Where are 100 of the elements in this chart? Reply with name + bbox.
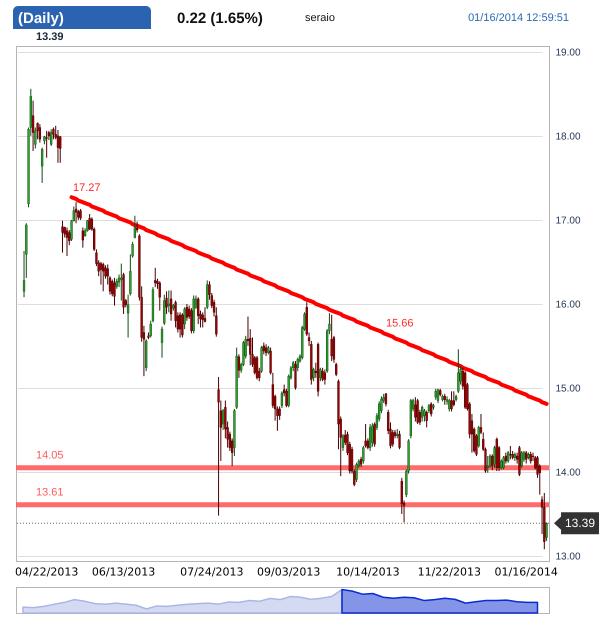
candlestick [430, 402, 432, 417]
candlestick [450, 390, 453, 412]
candlestick [324, 368, 326, 386]
y-tick-label: 17.00 [556, 215, 581, 226]
ref-line-label: 13.39 [564, 516, 596, 530]
candlestick [238, 354, 240, 378]
candlestick [79, 208, 82, 220]
candlestick [444, 393, 446, 406]
x-tick-label: 01/16/2014 [494, 566, 558, 578]
candlestick [50, 128, 52, 146]
y-tick-label: 16.00 [556, 299, 581, 310]
candlestick [86, 219, 89, 232]
candlestick [525, 450, 528, 464]
candlestick [502, 455, 505, 470]
y-tick-label: 18.00 [556, 131, 581, 142]
candlestick [36, 122, 39, 140]
candlestick [371, 422, 374, 448]
candlestick [335, 362, 338, 377]
annotation: 17.27 [73, 182, 101, 194]
candlestick [154, 267, 156, 288]
candlestick [102, 262, 104, 292]
ref-line-label: 13.61 [36, 486, 64, 499]
candlestick [384, 392, 388, 407]
x-tick-label: 06/13/2013 [92, 566, 156, 578]
candlestick [66, 226, 68, 257]
candlestick [423, 408, 426, 422]
candlestick [40, 147, 44, 184]
candlestick [312, 367, 315, 382]
candlestick [491, 454, 494, 471]
candlestick [186, 303, 188, 322]
text: 13.39 [36, 31, 64, 43]
y-tick-label: 13.00 [556, 551, 581, 562]
candlestick [296, 357, 299, 372]
candlestick [206, 280, 208, 310]
candlestick [202, 312, 204, 328]
candlestick [136, 221, 138, 234]
candlestick [504, 452, 508, 464]
y-tick-label: 19.00 [556, 47, 581, 58]
candlestick [319, 367, 322, 382]
candlestick [530, 451, 532, 464]
candlestick [217, 376, 220, 516]
candlestick [520, 450, 523, 468]
x-tick-label: 07/24/2013 [180, 566, 244, 578]
line-series [70, 195, 549, 406]
candlestick [168, 290, 170, 313]
candlestick [426, 410, 428, 428]
candlestick [165, 290, 168, 314]
candlestick [428, 403, 430, 414]
candlestick [56, 130, 60, 164]
candlestick [509, 445, 512, 460]
candlestick [416, 398, 419, 425]
candlestick [457, 348, 460, 394]
candlestick [120, 263, 122, 302]
candlestick [190, 308, 193, 334]
candlestick [38, 124, 42, 144]
candlestick [294, 360, 297, 390]
candlestick [158, 280, 161, 312]
candlestick [355, 462, 358, 483]
candlestick [197, 296, 200, 325]
candlestick [421, 405, 424, 422]
candlestick [486, 455, 489, 474]
candlestick [448, 398, 450, 412]
candlestick [368, 424, 372, 452]
candlestick [74, 202, 78, 224]
candlestick [262, 342, 265, 355]
candlestick [373, 422, 376, 448]
candlestick [32, 100, 34, 152]
candlestick [478, 425, 480, 448]
x-tick-label: 09/03/2013 [256, 566, 320, 578]
x-tick-label: 11/22/2013 [418, 566, 482, 578]
x-tick-label: 04/22/2013 [14, 566, 78, 578]
candlestick [134, 215, 136, 239]
y-tick-label: 15.00 [556, 383, 581, 394]
candlestick [362, 445, 364, 464]
candlestick [256, 356, 258, 380]
candlestick [434, 388, 437, 400]
candlestick [280, 390, 284, 409]
candlestick [163, 294, 166, 326]
candlestick [61, 220, 64, 254]
candlestick [285, 388, 288, 408]
candlestick [116, 278, 118, 290]
candlestick [321, 367, 324, 382]
text: seraio [305, 12, 335, 24]
candlestick [414, 396, 417, 422]
candlestick [82, 226, 84, 248]
text: 01/16/2014 12:59:51 [468, 12, 569, 24]
text: 0.22 (1.65%) [177, 10, 263, 27]
candlestick [398, 430, 401, 450]
candlestick [34, 126, 36, 149]
y-tick-label: 14.00 [556, 467, 581, 478]
candlestick [52, 126, 55, 140]
candlestick [170, 290, 172, 322]
candlestick [500, 458, 502, 470]
candlestick [506, 450, 510, 464]
annotation: 15.66 [386, 317, 414, 330]
candlestick [396, 428, 398, 439]
x-tick-label: 10/14/2013 [336, 566, 400, 578]
candlestick [360, 456, 362, 468]
candlestick [260, 345, 263, 374]
chart-title: (Daily) [18, 10, 64, 27]
